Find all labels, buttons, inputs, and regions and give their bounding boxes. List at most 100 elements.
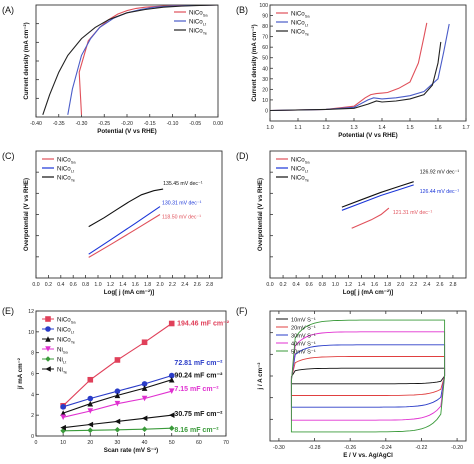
legend-label: NiLt — [57, 357, 67, 365]
legend-subscript: Te — [71, 339, 76, 344]
legend-marker — [45, 346, 51, 352]
y-tick-label: 20 — [262, 87, 268, 93]
panel-b: (B) 1.0 1.1 1.2 1.3 1.4 1.5 1.6 1.7 0 10 20 30 40 50 60… — [236, 3, 470, 139]
x-tick-label: -0.10 — [167, 121, 179, 127]
series-line-nico-te — [341, 181, 414, 208]
legend-subscript: Lt — [203, 21, 207, 26]
legend-label: 10mV S⁻¹ — [291, 317, 316, 323]
y-axis-label: Current density (mA cm⁻²) — [23, 22, 30, 99]
data-point-nico-te — [114, 392, 121, 399]
legend-label: NiCoTe — [291, 175, 310, 183]
panel-f: (F) -0.30 -0.28 -0.26 -0.24 -0.22 -0.20 E / V v… — [236, 306, 467, 459]
y-tick-label: 10 — [28, 330, 34, 336]
legend-name: NiCo — [57, 317, 71, 324]
legend-subscript: Lt — [71, 329, 75, 334]
y-tick-label: 8 — [31, 351, 34, 357]
x-tick-label: 0.4 — [293, 282, 300, 288]
legend-label: NiCoSa — [291, 11, 310, 19]
data-point-ni-te — [87, 421, 94, 428]
plot-area — [88, 188, 164, 258]
x-tick-label: 1.4 — [358, 282, 365, 288]
legend-label: NiCoSa — [57, 317, 76, 325]
x-tick-label: 1.5 — [406, 125, 413, 131]
legend-label: NiCoLt — [57, 166, 75, 174]
legend-label: NiCoLt — [189, 19, 207, 27]
legend-name: NiCo — [57, 175, 71, 182]
x-tick-label: 0.4 — [57, 282, 64, 288]
x-tick-label: -0.24 — [380, 445, 392, 451]
legend-label: NiCoLt — [57, 327, 75, 335]
panel-label: (F) — [236, 306, 248, 316]
x-tick-label: 1.6 — [434, 125, 441, 131]
x-tick-label: 2.8 — [206, 282, 213, 288]
legend-name: NiCo — [291, 20, 305, 27]
legend-name: Ni — [57, 347, 63, 354]
y-tick-label: 4 — [31, 392, 34, 398]
legend-subscript: Te — [71, 177, 76, 182]
data-point-ni-lt — [87, 427, 94, 434]
y-axis-label: j / A cm⁻² — [257, 363, 264, 391]
slope-annotation: 135.45 mV dec⁻¹ — [163, 181, 203, 187]
x-tick-label: -0.15 — [144, 121, 156, 127]
x-tick-label: -0.20 — [121, 121, 133, 127]
x-tick-label: 60 — [196, 440, 202, 446]
data-point-nico-lt — [141, 381, 148, 387]
x-tick-label: 1.0 — [94, 282, 101, 288]
legend-name: NiCo — [57, 157, 71, 164]
panel-c: (C) 0.0 0.2 0.4 0.6 0.8 1.0 1.2 1.4 1.6 1.8 2.0 2.2 2… — [2, 150, 223, 296]
legend-name: Ni — [57, 357, 63, 364]
legend-subscript: Lt — [305, 168, 309, 173]
panel-label: (D) — [236, 151, 249, 161]
y-tick-label: 80 — [262, 24, 268, 30]
x-tick-label: 0.0 — [32, 282, 39, 288]
cv-loop — [290, 367, 446, 385]
plot-frame — [269, 4, 467, 122]
x-tick-label: 1.1 — [294, 125, 301, 131]
slope-annotation: 8.16 mF cm⁻² — [174, 427, 219, 434]
cv-loop — [290, 319, 446, 433]
slope-annotation: 126.44 mV dec⁻¹ — [420, 189, 460, 195]
legend-subscript: Sa — [305, 159, 311, 164]
x-tick-label: -0.05 — [189, 121, 201, 127]
legend-subscript: Sa — [71, 319, 77, 324]
x-axis-label: E / V vs. Ag/AgCl — [343, 452, 393, 459]
x-tick-label: 70 — [223, 440, 229, 446]
x-tick-label: 2.6 — [436, 282, 443, 288]
x-tick-label: 1.8 — [144, 282, 151, 288]
data-point-ni-te — [168, 412, 175, 418]
legend-label: NiCoSa — [291, 157, 310, 165]
data-point-ni-sa — [114, 400, 121, 407]
data-point-nico-lt — [87, 395, 94, 402]
cv-loop — [290, 356, 446, 396]
x-tick-label: 1.3 — [350, 125, 357, 131]
legend-name: NiCo — [189, 19, 203, 26]
panel-label: (B) — [236, 5, 248, 15]
legend-label: 50mV S⁻¹ — [291, 349, 316, 355]
x-tick-label: 2.2 — [410, 282, 417, 288]
x-tick-label: 1.0 — [332, 282, 339, 288]
legend-name: Ni — [57, 367, 63, 374]
x-tick-label: 2.0 — [156, 282, 163, 288]
legend-subscript: Lt — [71, 168, 75, 173]
x-tick-label: -0.22 — [416, 445, 428, 451]
y-tick-label: 0 — [31, 434, 34, 440]
x-tick-label: 1.6 — [132, 282, 139, 288]
x-tick-label: 2.4 — [181, 282, 188, 288]
x-tick-label: 40 — [142, 440, 148, 446]
x-tick-label: 1.2 — [107, 282, 114, 288]
legend-subscript: Te — [305, 177, 310, 182]
y-tick-label: 90 — [262, 14, 268, 20]
legend-subscript: Te — [203, 30, 208, 35]
x-tick-label: 2.2 — [169, 282, 176, 288]
x-axis-label: Potential (V vs RHE) — [338, 132, 397, 139]
data-point-ni-te — [60, 424, 66, 431]
legend-name: NiCo — [291, 175, 305, 182]
x-tick-label: 0.0 — [266, 282, 273, 288]
legend-subscript: Lt — [63, 359, 67, 364]
legend-label: NiCoTe — [57, 337, 76, 345]
data-point-nico-lt — [60, 404, 66, 410]
series-line-nico-te — [88, 188, 164, 228]
x-tick-label: 0.6 — [306, 282, 313, 288]
data-point-nico-te — [87, 400, 94, 407]
x-axis-label: Potential (V vs RHE) — [97, 128, 156, 135]
